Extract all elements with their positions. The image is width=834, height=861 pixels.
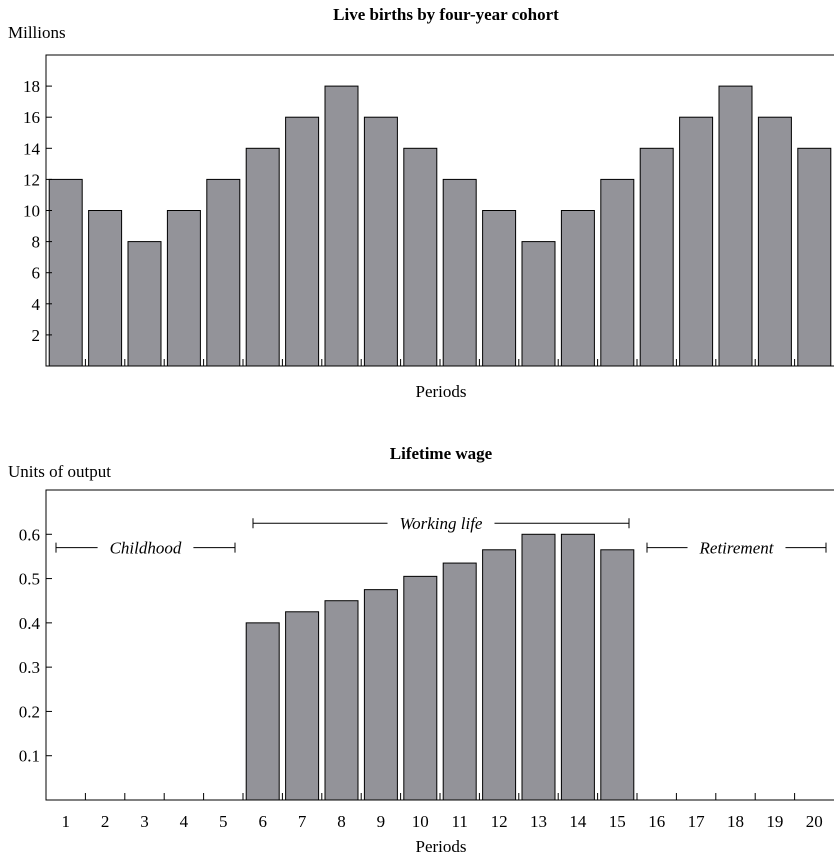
phase-label-retirement: Retirement [699, 539, 775, 558]
wage-x-tick-label: 17 [688, 812, 706, 831]
births-y-tick-label: 6 [32, 264, 41, 283]
phase-label-working-life: Working life [400, 514, 483, 533]
births-y-axis-label: Millions [8, 23, 66, 42]
births-chart-title: Live births by four-year cohort [333, 5, 559, 24]
wage-bar-10 [403, 575, 438, 801]
births-bar-10 [403, 147, 438, 367]
births-y-tick-label: 12 [23, 170, 40, 189]
wage-bar-7 [285, 611, 320, 801]
wage-chart: Lifetime wage Units of output Childhood W… [8, 444, 834, 856]
births-bar-3 [127, 241, 162, 367]
births-x-axis-label: Periods [416, 382, 467, 401]
wage-x-tick-label: 10 [412, 812, 429, 831]
births-y-tick-label: 10 [23, 202, 40, 221]
births-bar-8 [324, 85, 359, 367]
births-bar-2 [88, 210, 123, 367]
wage-plot-frame [45, 489, 834, 801]
wage-bar-8 [324, 600, 359, 801]
wage-y-tick-label: 0.1 [19, 747, 40, 766]
wage-x-tick-label: 15 [609, 812, 626, 831]
wage-x-tick-label: 11 [452, 812, 468, 831]
births-bar-19 [757, 116, 792, 367]
wage-bar-13 [521, 533, 556, 801]
wage-chart-title: Lifetime wage [390, 444, 493, 463]
wage-x-axis-label: Periods [416, 837, 467, 856]
births-y-tick-label: 14 [23, 139, 41, 158]
wage-bar-9 [363, 589, 398, 801]
births-bar-14 [560, 210, 595, 367]
wage-y-ticks: 0.1 0.2 0.3 0.4 0.5 0.6 [19, 525, 52, 766]
phase-label-childhood: Childhood [110, 539, 182, 558]
wage-x-tick-label: 2 [101, 812, 110, 831]
wage-y-tick-label: 0.3 [19, 658, 40, 677]
births-bar-12 [482, 210, 517, 367]
births-bar-20 [797, 147, 832, 367]
births-bar-5 [206, 178, 241, 367]
wage-x-tick-label: 1 [61, 812, 70, 831]
births-y-tick-label: 2 [32, 326, 41, 345]
births-bar-1 [48, 178, 83, 367]
wage-x-tick-label: 5 [219, 812, 228, 831]
births-chart: Live births by four-year cohort Millions… [8, 5, 834, 401]
wage-annotations: Childhood Working life Retirement [55, 514, 827, 558]
births-y-tick-label: 18 [23, 77, 40, 96]
births-x-ticks [84, 359, 796, 366]
births-bar-15 [600, 178, 635, 367]
wage-x-tick-label: 6 [258, 812, 267, 831]
births-bar-17 [679, 116, 714, 367]
wage-x-tick-label: 18 [727, 812, 744, 831]
births-bar-11 [442, 178, 477, 367]
wage-bar-15 [600, 549, 635, 801]
wage-x-tick-label: 13 [530, 812, 547, 831]
wage-x-tick-label: 14 [569, 812, 587, 831]
births-bar-18 [718, 85, 753, 367]
wage-bar-11 [442, 562, 477, 801]
wage-x-tick-label: 16 [648, 812, 665, 831]
births-bar-16 [639, 147, 674, 367]
births-bar-4 [166, 210, 201, 367]
wage-bar-12 [482, 549, 517, 801]
wage-x-tick-label: 19 [766, 812, 783, 831]
births-y-tick-label: 8 [32, 233, 41, 252]
wage-bar-14 [560, 533, 595, 801]
wage-x-tick-label: 12 [491, 812, 508, 831]
births-y-tick-label: 4 [32, 295, 41, 314]
births-bar-9 [363, 116, 398, 367]
births-bar-6 [245, 147, 280, 367]
wage-y-tick-label: 0.6 [19, 525, 40, 544]
wage-y-tick-label: 0.4 [19, 614, 41, 633]
births-bar-13 [521, 241, 556, 367]
wage-x-tick-label: 8 [337, 812, 346, 831]
wage-x-tick-label: 7 [298, 812, 307, 831]
wage-x-tick-label: 4 [180, 812, 189, 831]
wage-y-axis-label: Units of output [8, 462, 111, 481]
wage-x-tick-label: 20 [806, 812, 823, 831]
wage-bar-6 [245, 622, 280, 801]
births-bars [48, 85, 832, 367]
births-plot-frame [45, 54, 834, 367]
births-y-tick-label: 16 [23, 108, 40, 127]
wage-y-tick-label: 0.2 [19, 702, 40, 721]
wage-x-tick-label: 9 [377, 812, 386, 831]
wage-y-tick-label: 0.5 [19, 570, 40, 589]
wage-x-ticks: 1 2 3 4 5 6 7 8 9 10 11 12 13 14 15 16 17 18 19 20 [61, 793, 823, 831]
wage-bars [245, 533, 635, 801]
births-bar-7 [285, 116, 320, 367]
births-y-ticks: 2 4 6 8 10 12 14 16 18 [23, 77, 52, 345]
wage-x-tick-label: 3 [140, 812, 149, 831]
